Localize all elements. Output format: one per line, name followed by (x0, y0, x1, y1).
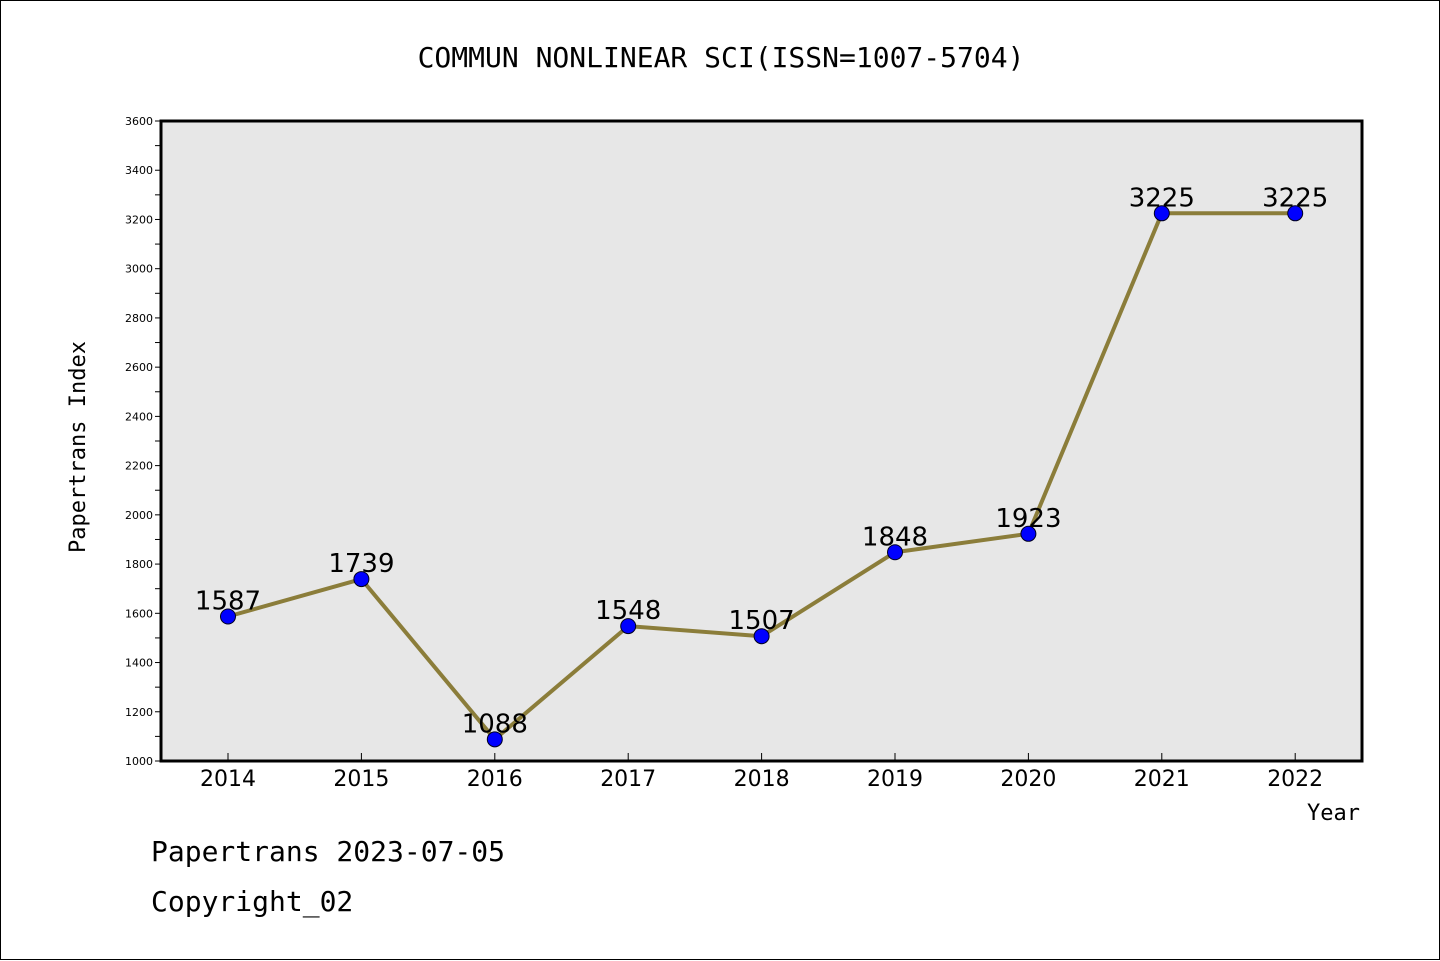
y-tick-label: 2200 (125, 460, 153, 473)
data-label: 1507 (729, 606, 795, 636)
y-tick-label: 1600 (125, 607, 153, 620)
data-point (620, 618, 637, 635)
y-axis-title: Papertrans Index (66, 341, 91, 553)
x-tick-label: 2014 (200, 767, 256, 792)
data-point (887, 544, 903, 561)
x-tick-label: 2017 (600, 767, 656, 792)
x-tick-label: 2022 (1267, 767, 1323, 792)
y-tick-label: 1400 (125, 657, 153, 670)
data-label: 1587 (195, 587, 261, 617)
y-tick-label: 3600 (125, 115, 153, 128)
footer-copyright: Copyright_02 (151, 885, 354, 918)
y-tick-label: 1800 (125, 558, 153, 571)
y-tick-label: 1200 (125, 706, 153, 719)
x-tick-label: 2019 (867, 767, 923, 792)
y-tick-label: 1000 (125, 755, 153, 768)
data-label: 1923 (995, 504, 1061, 534)
data-label: 1848 (862, 522, 928, 552)
plot-area (159, 119, 1364, 763)
y-axis: 1000 1200 1400 1600 1800 2000 2200 2400 2600 2800… (125, 115, 161, 768)
data-series: 1587 1739 1088 1548 1507 1848 1923 3225 3225 (195, 183, 1328, 748)
footer-source: Papertrans 2023-07-05 (151, 835, 506, 868)
data-point (486, 731, 503, 748)
y-tick-label: 3400 (125, 164, 153, 177)
data-point (1153, 205, 1170, 222)
data-label: 1548 (595, 596, 661, 626)
x-tick-label: 2015 (333, 767, 389, 792)
x-tick-label: 2016 (467, 767, 523, 792)
data-label: 1739 (328, 549, 394, 579)
chart-title: COMMUN NONLINEAR SCI(ISSN=1007-5704) (418, 41, 1025, 74)
x-axis-title: Year (1307, 801, 1360, 826)
y-tick-label: 2400 (125, 410, 153, 423)
data-point (753, 628, 770, 645)
x-tick-label: 2021 (1134, 767, 1190, 792)
data-label: 1088 (462, 709, 528, 739)
data-label: 3225 (1129, 183, 1195, 213)
y-tick-label: 3000 (125, 263, 153, 276)
y-tick-label: 3200 (125, 213, 153, 226)
x-tick-label: 2018 (734, 767, 790, 792)
data-label: 3225 (1262, 183, 1328, 213)
y-tick-label: 2800 (125, 312, 153, 325)
y-tick-label: 2000 (125, 509, 153, 522)
x-axis: 2014 2015 2016 2017 2018 2019 2020 2021 2022 (200, 753, 1323, 792)
y-tick-label: 2600 (125, 361, 153, 374)
data-point (220, 608, 236, 625)
data-point (353, 571, 370, 588)
x-tick-label: 2020 (1000, 767, 1056, 792)
data-point (1020, 525, 1037, 542)
data-point (1287, 205, 1304, 222)
